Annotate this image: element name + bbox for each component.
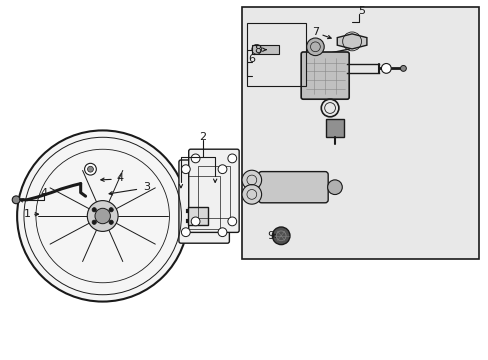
Circle shape	[84, 163, 96, 175]
Circle shape	[87, 201, 118, 231]
Text: 6: 6	[248, 54, 255, 64]
Circle shape	[242, 185, 261, 204]
Circle shape	[227, 217, 236, 226]
Polygon shape	[337, 34, 366, 49]
Circle shape	[400, 66, 406, 71]
Text: 4: 4	[41, 188, 47, 198]
Circle shape	[181, 228, 190, 237]
Circle shape	[109, 220, 113, 224]
Text: 5: 5	[358, 6, 365, 16]
Circle shape	[242, 170, 261, 190]
Circle shape	[87, 166, 93, 172]
FancyBboxPatch shape	[188, 149, 239, 233]
Bar	[188, 207, 207, 225]
FancyBboxPatch shape	[258, 172, 327, 203]
FancyBboxPatch shape	[179, 160, 229, 243]
Circle shape	[109, 208, 113, 212]
Bar	[198, 166, 229, 218]
Text: 3: 3	[143, 182, 150, 192]
Circle shape	[95, 208, 110, 224]
Text: 1: 1	[23, 209, 30, 219]
Circle shape	[327, 180, 342, 194]
Text: 7: 7	[311, 27, 318, 37]
Circle shape	[92, 208, 96, 212]
Circle shape	[191, 154, 200, 163]
Circle shape	[381, 63, 390, 73]
Bar	[251, 45, 278, 54]
Bar	[246, 23, 305, 86]
Circle shape	[218, 165, 226, 174]
Bar	[188, 176, 220, 229]
Circle shape	[181, 165, 190, 174]
Circle shape	[92, 220, 96, 224]
Circle shape	[227, 154, 236, 163]
Circle shape	[191, 217, 200, 226]
Bar	[242, 7, 478, 259]
Circle shape	[12, 196, 20, 204]
Text: 2: 2	[199, 132, 206, 142]
Circle shape	[17, 130, 188, 302]
Text: 4: 4	[116, 173, 123, 183]
Text: 9: 9	[266, 231, 273, 241]
FancyBboxPatch shape	[301, 52, 348, 99]
Circle shape	[272, 227, 289, 244]
Bar	[326, 119, 343, 137]
Text: 8: 8	[254, 45, 261, 55]
Circle shape	[218, 228, 226, 237]
Circle shape	[306, 38, 324, 55]
